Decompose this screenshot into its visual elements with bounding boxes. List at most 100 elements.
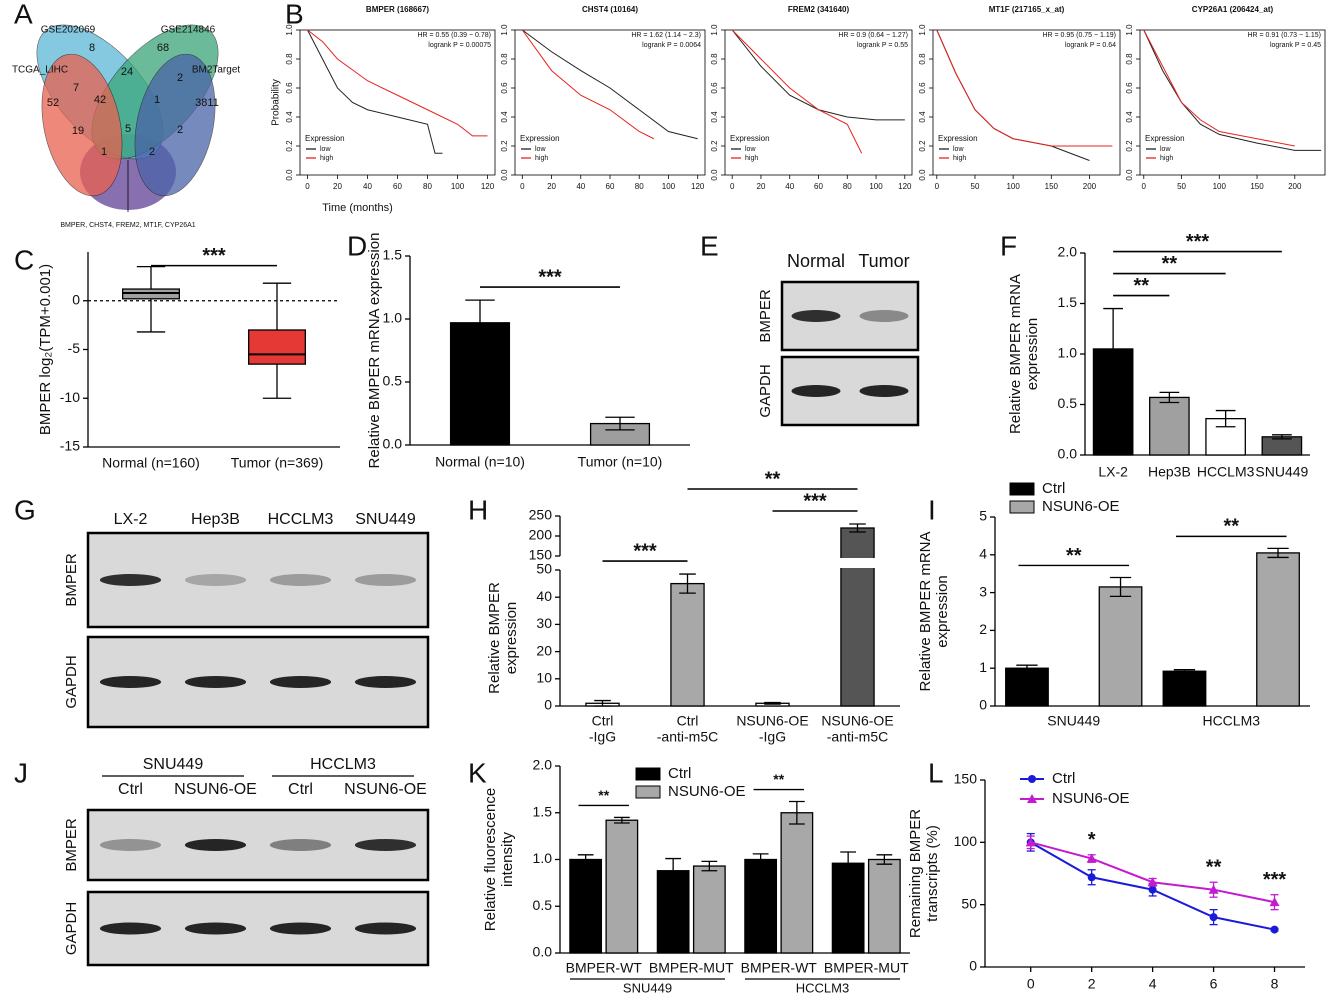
x-tick-label: Normal (n=160) [102, 455, 200, 471]
bar [831, 862, 865, 954]
panel-letter: C [14, 244, 34, 275]
y-tick-label: 1.0 [1058, 345, 1078, 361]
x-tick-label: 200 [1083, 182, 1097, 191]
y-axis-label: BMPER log₂(TPM+0.001) [37, 264, 54, 435]
y-tick-label: 1.0 [533, 850, 553, 866]
y-tick-label: -5 [68, 340, 81, 356]
plot-title: BMPER (168667) [366, 5, 429, 14]
panel-letter: D [347, 230, 367, 261]
venn-count: 7 [73, 82, 79, 94]
hr-annotation: HR = 0.9 (0.64 − 1.27) [838, 32, 908, 39]
bar [605, 819, 639, 954]
band [354, 574, 417, 586]
y-tick-label: 200 [529, 527, 553, 543]
band [99, 676, 162, 688]
x-tick-label: BMPER-WT [741, 960, 818, 976]
y-tick-label: 0.5 [1058, 395, 1078, 411]
y-tick-label: 2.0 [1058, 244, 1078, 260]
marker [1208, 884, 1219, 894]
survival-curve [522, 29, 698, 140]
y-tick-label: 0.6 [500, 82, 509, 94]
y-tick-label: -15 [60, 438, 80, 454]
y-tick-label: 0.0 [918, 169, 927, 181]
legend-label: Ctrl [1042, 480, 1065, 497]
panel-letter: F [1000, 230, 1017, 261]
legend-label: Ctrl [668, 765, 691, 782]
band [791, 310, 841, 322]
legend-label: high [320, 155, 333, 162]
significance-label: ** [773, 771, 784, 787]
row-label: GAPDH [63, 655, 80, 708]
x-tick-label: 2 [1088, 976, 1096, 992]
y-tick-label: 1.0 [500, 24, 509, 36]
band [184, 839, 247, 851]
significance-label: * [1088, 829, 1096, 851]
plot-frame [514, 29, 706, 176]
x-tick-label: 0 [1142, 182, 1147, 191]
band [354, 922, 417, 935]
hr-annotation: HR = 0.91 (0.73 − 1.15) [1247, 32, 1321, 39]
y-tick-label: 0.4 [285, 111, 294, 123]
x-tick-label: 80 [635, 182, 644, 191]
panel-letter: I [928, 494, 936, 525]
survival-curve [1143, 29, 1295, 147]
x-tick-label: 100 [1213, 182, 1227, 191]
x-tick-label: BMPER-MUT [824, 960, 909, 976]
y-axis-label: Relative BMPER mRNA [917, 531, 934, 691]
x-tick-label: BMPER-MUT [649, 960, 734, 976]
legend-swatch [1009, 500, 1035, 514]
legend-label: high [535, 155, 548, 162]
venn-label: GSE214846 [161, 25, 216, 36]
bar [1149, 396, 1190, 456]
row-label: BMPER [757, 289, 774, 343]
x-tick-label: 80 [843, 182, 852, 191]
hr-annotation: logrank P = 0.55 [857, 42, 908, 49]
bar [1261, 436, 1303, 456]
y-tick-label: 0.0 [533, 944, 553, 960]
survival-curve [936, 29, 1113, 147]
y-tick-label: 1.0 [1125, 24, 1134, 36]
x-tick-label: 80 [423, 182, 432, 191]
bar [744, 858, 778, 954]
y-axis-label: transcripts (%) [924, 825, 941, 922]
y-tick-label: 0.8 [1125, 53, 1134, 65]
y-tick-label: 0 [979, 697, 987, 713]
x-tick-label: 120 [898, 182, 912, 191]
plot-title: MT1F (217165_x_at) [989, 5, 1065, 14]
y-axis-label: Probability [271, 79, 282, 126]
x-tick-label: HCCLM3 [1197, 464, 1255, 480]
x-tick-label: 100 [869, 182, 883, 191]
x-tick-label: NSUN6-OE [821, 713, 893, 729]
x-tick-label: 20 [547, 182, 556, 191]
y-tick-label: 0.0 [1058, 446, 1078, 462]
legend-label: low [1160, 146, 1171, 153]
y-tick-label: 250 [529, 507, 553, 523]
x-tick-label: 100 [451, 182, 465, 191]
x-tick-label: 150 [1045, 182, 1059, 191]
box [247, 329, 306, 365]
y-tick-label: -10 [60, 389, 80, 405]
y-tick-label: 0.8 [710, 53, 719, 65]
venn-count: 2 [177, 124, 183, 136]
legend-swatch [1009, 482, 1035, 496]
significance-label: ** [1066, 545, 1082, 567]
bar [867, 858, 901, 954]
y-tick-label: 0.0 [500, 169, 509, 181]
venn-count: 3811 [195, 97, 219, 109]
y-tick-label: 50 [536, 561, 552, 577]
x-tick-label: HCCLM3 [1202, 713, 1260, 729]
plot-frame [299, 29, 496, 176]
x-tick-label: Normal (n=10) [435, 454, 525, 470]
band [184, 574, 247, 586]
x-tick-label: 60 [606, 182, 615, 191]
marker [1025, 837, 1036, 847]
blot-frame [86, 531, 430, 629]
legend-title: Expression [938, 134, 978, 143]
survival-curve [307, 29, 443, 154]
lane-label: Hep3B [191, 511, 240, 528]
x-tick-label: 40 [363, 182, 372, 191]
significance-label: *** [803, 490, 827, 512]
bar [692, 865, 726, 954]
x-tick-label: NSUN6-OE [736, 713, 808, 729]
